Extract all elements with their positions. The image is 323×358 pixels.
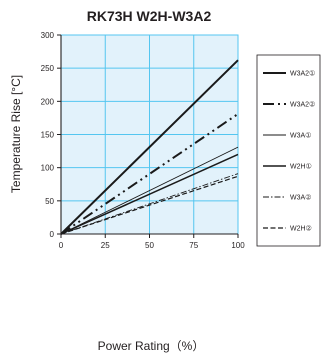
y-tick-label: 150 (41, 131, 55, 140)
series-line-3 (60, 146, 239, 235)
series-line-6 (60, 175, 239, 235)
x-tick-label: 50 (145, 241, 154, 250)
x-tick-label: 25 (101, 241, 110, 250)
legend-label-6: W2H② (290, 226, 312, 233)
y-tick-label: 300 (41, 31, 55, 40)
series-line-2 (60, 113, 239, 235)
y-tick-label: 250 (41, 64, 55, 73)
series-line-4 (60, 153, 239, 235)
tick-labels: 0 50 100 150 200 250 300 0 25 50 75 100 (41, 31, 246, 250)
y-tick-label: 200 (41, 97, 55, 106)
y-axis-label: Temperature Rise [°C] (9, 75, 23, 193)
legend: W3A2① W3A2② W3A① W2H① W3A② W2H② (256, 54, 321, 247)
axes (57, 34, 239, 238)
x-tick-label: 0 (59, 241, 64, 250)
legend-label-3: W3A① (290, 132, 311, 140)
x-tick-label: 100 (231, 241, 245, 250)
legend-label-1: W3A2① (290, 70, 315, 78)
legend-label-2: W3A2② (290, 102, 315, 109)
y-tick-label: 100 (41, 164, 55, 173)
x-axis-label: Power Rating（%） (98, 339, 205, 353)
legend-label-5: W3A② (290, 195, 311, 202)
y-tick-label: 0 (50, 230, 55, 239)
legend-label-4: W2H① (290, 163, 312, 171)
y-tick-label: 50 (45, 197, 54, 206)
chart-title: RK73H W2H-W3A2 (87, 8, 212, 24)
series-line-1 (60, 59, 239, 235)
legend-box (256, 54, 321, 247)
series-lines (60, 59, 239, 235)
x-tick-label: 75 (189, 241, 198, 250)
